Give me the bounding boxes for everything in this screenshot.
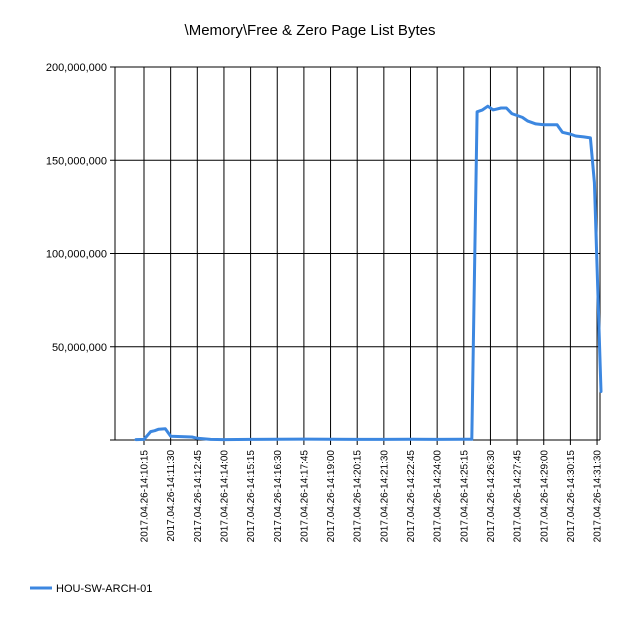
x-tick-label: 2017.04.26-14:26:30 [486,450,497,543]
x-tick-label: 2017.04.26-14:17:45 [299,450,310,543]
x-tick-label: 2017.04.26-14:22:45 [406,450,417,543]
x-tick-label: 2017.04.26-14:11:30 [166,450,177,542]
y-tick-label: 200,000,000 [46,62,107,74]
series-layer [134,104,603,442]
grid-lines [110,66,600,445]
x-tick-label: 2017.04.26-14:20:15 [353,450,364,543]
x-tick-label: 2017.04.26-14:27:45 [513,450,524,543]
legend: HOU-SW-ARCH-01 [30,583,152,595]
legend-label: HOU-SW-ARCH-01 [56,583,152,595]
x-tick-label: 2017.04.26-14:14:00 [219,450,230,543]
x-tick-label: 2017.04.26-14:30:15 [566,450,577,543]
x-tick-label: 2017.04.26-14:29:00 [539,450,550,543]
y-tick-label: 50,000,000 [52,342,107,354]
x-tick-label: 2017.04.26-14:19:00 [326,450,337,543]
y-tick-label: 100,000,000 [46,249,107,261]
y-tick-label: 150,000,000 [46,155,107,167]
x-tick-label: 2017.04.26-14:31:30 [593,450,604,543]
x-tick-label: 2017.04.26-14:15:15 [246,450,257,543]
x-tick-label: 2017.04.26-14:10:15 [140,450,151,543]
x-tick-label: 2017.04.26-14:25:15 [459,450,470,543]
x-tick-label: 2017.04.26-14:12:45 [193,450,204,543]
x-tick-label: 2017.04.26-14:21:30 [379,450,390,543]
chart-title: \Memory\Free & Zero Page List Bytes [185,22,436,39]
x-axis-tick-labels: 2017.04.26-14:10:15 2017.04.26-14:11:30 20… [140,450,604,543]
series-line-0 [134,104,603,442]
x-tick-label: 2017.04.26-14:16:30 [273,450,284,543]
y-axis-tick-labels: 50,000,000 100,000,000 150,000,000 200,000,… [46,62,107,354]
x-tick-label: 2017.04.26-14:24:00 [433,450,444,543]
